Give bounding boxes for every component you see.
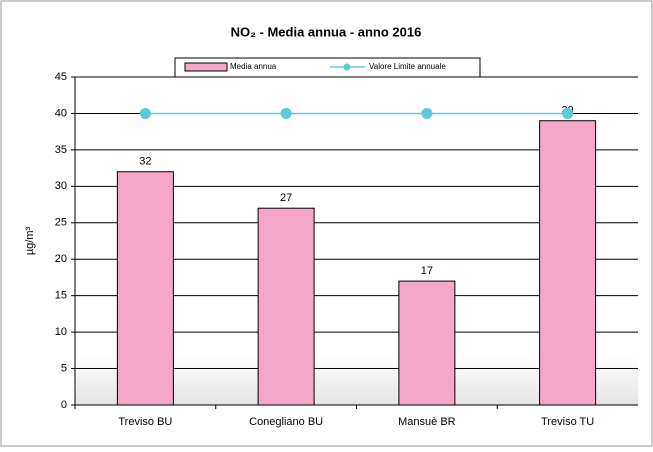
chart-title: NO₂ - Media annua - anno 2016 [231,24,422,39]
line-marker [562,107,574,119]
y-tick-label: 45 [55,71,67,83]
legend-swatch [184,62,228,72]
legend-label: Valore Limite annuale [369,62,446,71]
y-tick-label: 40 [55,107,67,119]
legend-label: Media annua [230,62,277,71]
legend-marker [343,63,351,71]
y-tick-label: 10 [55,326,67,338]
line-marker [139,107,151,119]
data-label: 32 [139,156,151,168]
bar [116,171,174,406]
bar [539,120,597,406]
y-tick-label: 30 [55,180,67,192]
y-axis-label: µg/m³ [24,226,36,255]
y-tick-label: 25 [55,217,67,229]
data-label: 17 [421,265,433,277]
y-tick-label: 5 [61,362,67,374]
bar [257,207,315,406]
data-label: 27 [280,192,292,204]
line-marker [280,107,292,119]
x-tick-label: Treviso BU [118,416,172,428]
y-tick-label: 0 [61,399,67,411]
line-marker [421,107,433,119]
x-tick-label: Treviso TU [541,416,594,428]
bar [398,280,456,406]
x-tick-label: Conegliano BU [249,416,323,428]
y-tick-label: 15 [55,290,67,302]
x-tick-label: Mansuè BR [398,416,456,428]
y-tick-label: 35 [55,144,67,156]
y-tick-label: 20 [55,253,67,265]
